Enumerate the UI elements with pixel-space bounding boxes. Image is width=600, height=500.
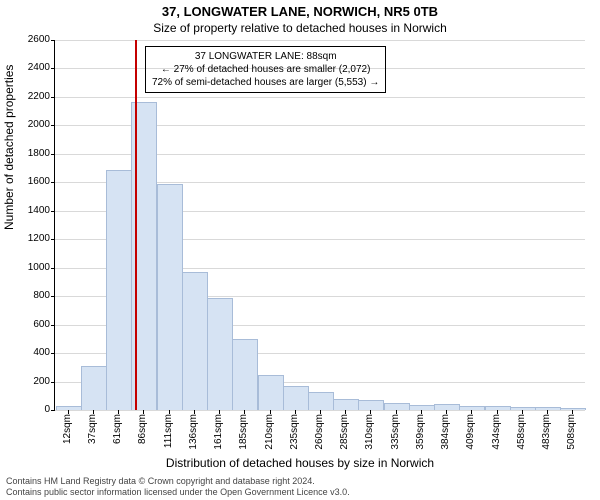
chart-container: 37, LONGWATER LANE, NORWICH, NR5 0TB Siz… [0, 0, 600, 500]
footer-line: Contains public sector information licen… [6, 487, 350, 498]
chart-title: 37, LONGWATER LANE, NORWICH, NR5 0TB [0, 4, 600, 19]
x-axis-label: Distribution of detached houses by size … [0, 456, 600, 470]
histogram-bar [384, 403, 410, 410]
histogram-bar [207, 298, 233, 410]
ytick-label: 1400 [20, 206, 50, 216]
xtick-label: 409sqm [466, 414, 476, 450]
ytick-mark [51, 268, 55, 269]
ytick-label: 400 [20, 348, 50, 358]
ytick-mark [51, 382, 55, 383]
histogram-bar [258, 375, 284, 410]
xtick-label: 136sqm [189, 414, 199, 450]
ytick-mark [51, 68, 55, 69]
ytick-mark [51, 97, 55, 98]
ytick-label: 2200 [20, 92, 50, 102]
ytick-mark [51, 182, 55, 183]
histogram-bar [560, 408, 586, 410]
xtick-label: 434sqm [492, 414, 502, 450]
annotation-line: ← 27% of detached houses are smaller (2,… [152, 63, 379, 76]
histogram-bar [358, 400, 384, 410]
footer-line: Contains HM Land Registry data © Crown c… [6, 476, 350, 487]
ytick-label: 0 [20, 405, 50, 415]
annotation-box: 37 LONGWATER LANE: 88sqm← 27% of detache… [145, 46, 386, 93]
footer-attribution: Contains HM Land Registry data © Crown c… [6, 476, 350, 498]
ytick-label: 2400 [20, 63, 50, 73]
xtick-label: 86sqm [138, 414, 148, 444]
xtick-label: 12sqm [63, 414, 73, 444]
xtick-label: 359sqm [416, 414, 426, 450]
ytick-mark [51, 211, 55, 212]
xtick-label: 185sqm [239, 414, 249, 450]
xtick-label: 458sqm [517, 414, 527, 450]
ytick-label: 800 [20, 291, 50, 301]
histogram-bar [81, 366, 107, 410]
xtick-label: 508sqm [567, 414, 577, 450]
xtick-label: 310sqm [365, 414, 375, 450]
y-axis-label: Number of detached properties [2, 65, 16, 230]
xtick-label: 37sqm [88, 414, 98, 444]
xtick-label: 335sqm [391, 414, 401, 450]
ytick-label: 1800 [20, 149, 50, 159]
ytick-label: 1600 [20, 177, 50, 187]
xtick-label: 285sqm [340, 414, 350, 450]
xtick-label: 260sqm [315, 414, 325, 450]
ytick-label: 2600 [20, 35, 50, 45]
annotation-line: 37 LONGWATER LANE: 88sqm [152, 50, 379, 63]
ytick-label: 1200 [20, 234, 50, 244]
xtick-label: 61sqm [113, 414, 123, 444]
xtick-label: 161sqm [214, 414, 224, 450]
ytick-mark [51, 154, 55, 155]
histogram-bar [485, 406, 511, 410]
histogram-bar [232, 339, 258, 410]
xtick-label: 210sqm [265, 414, 275, 450]
ytick-mark [51, 325, 55, 326]
ytick-label: 1000 [20, 263, 50, 273]
ytick-mark [51, 410, 55, 411]
xtick-label: 384sqm [441, 414, 451, 450]
histogram-bar [106, 170, 132, 410]
ytick-mark [51, 40, 55, 41]
histogram-bar [459, 406, 485, 410]
plot-area: 12sqm37sqm61sqm86sqm111sqm136sqm161sqm18… [54, 40, 585, 411]
ytick-label: 200 [20, 377, 50, 387]
property-marker-line [135, 40, 137, 410]
ytick-label: 600 [20, 320, 50, 330]
ytick-mark [51, 125, 55, 126]
histogram-bar [308, 392, 334, 410]
ytick-label: 2000 [20, 120, 50, 130]
histogram-bar [182, 272, 208, 410]
annotation-line: 72% of semi-detached houses are larger (… [152, 76, 379, 89]
histogram-bar [56, 406, 82, 410]
ytick-mark [51, 239, 55, 240]
histogram-bar [283, 386, 309, 410]
histogram-bar [157, 184, 183, 410]
histogram-bar [333, 399, 359, 410]
xtick-label: 235sqm [290, 414, 300, 450]
ytick-mark [51, 296, 55, 297]
xtick-label: 111sqm [164, 414, 174, 448]
chart-subtitle: Size of property relative to detached ho… [0, 21, 600, 35]
histogram-bar [409, 405, 435, 410]
ytick-mark [51, 353, 55, 354]
histogram-bar [510, 407, 536, 410]
xtick-label: 483sqm [542, 414, 552, 450]
